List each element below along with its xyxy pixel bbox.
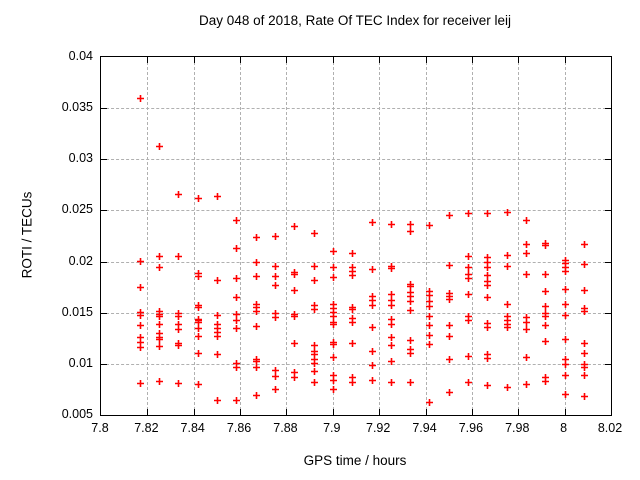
x-tick-mark [332,409,334,415]
y-tick-mark [101,261,107,263]
x-gridline [240,57,242,415]
y-tick-label: 0.005 [61,407,93,421]
y-gridline [101,363,611,365]
y-tick-mark [101,210,107,212]
y-gridline [101,261,611,263]
y-gridline [101,210,611,212]
x-tick-mark [471,409,473,415]
x-tick-label: 7.96 [458,421,484,435]
x-tick-mark [471,57,473,63]
x-tick-label: 7.9 [323,421,341,435]
y-tick-mark [101,108,107,110]
x-tick-label: 7.88 [273,421,298,435]
x-tick-mark [425,409,427,415]
x-gridline [564,57,566,415]
x-tick-label: 7.8 [91,421,109,435]
y-tick-mark [101,312,107,314]
x-tick-label: 8 [560,421,568,435]
y-tick-label: 0.04 [68,49,93,63]
y-tick-mark [605,108,611,110]
x-gridline [193,57,195,415]
x-tick-label: 7.86 [226,421,252,435]
x-gridline [286,57,288,415]
x-gridline [425,57,427,415]
x-gridline [379,57,381,415]
x-tick-label: 7.82 [134,421,159,435]
x-tick-mark [332,57,334,63]
y-gridline [101,312,611,314]
x-tick-mark [518,57,520,63]
chart-title: Day 048 of 2018, Rate Of TEC Index for r… [199,13,511,28]
y-tick-mark [101,159,107,161]
x-tick-mark [379,57,381,63]
x-tick-mark [240,409,242,415]
x-tick-mark [564,409,566,415]
y-tick-mark [605,261,611,263]
y-gridline [101,108,611,110]
y-tick-mark [605,159,611,161]
x-tick-mark [193,409,195,415]
x-tick-mark [379,409,381,415]
x-tick-mark [147,57,149,63]
y-tick-label: 0.03 [68,151,93,166]
x-tick-mark [286,57,288,63]
y-tick-label: 0.01 [68,355,93,370]
x-gridline [147,57,149,415]
x-gridline [471,57,473,415]
x-tick-mark [147,409,149,415]
x-tick-label: 7.94 [412,421,437,435]
x-tick-mark [564,57,566,63]
x-tick-label: 7.92 [366,421,391,435]
y-tick-mark [101,363,107,365]
x-tick-label: 8.02 [597,421,623,435]
y-tick-label: 0.015 [61,304,93,319]
y-tick-mark [605,210,611,212]
x-gridline [518,57,520,415]
x-tick-mark [425,57,427,63]
x-tick-mark [518,409,520,415]
data-point-marker [137,95,588,406]
y-tick-label: 0.035 [61,100,93,115]
scatter-points-layer [137,95,588,406]
x-tick-mark [286,409,288,415]
x-tick-mark [193,57,195,63]
x-tick-label: 7.98 [505,421,530,435]
x-axis-label: GPS time / hours [303,453,407,468]
y-tick-mark [605,363,611,365]
y-tick-label: 0.02 [68,253,93,268]
x-tick-label: 7.84 [180,421,205,435]
y-tick-label: 0.025 [61,202,93,217]
plot-area [100,56,612,416]
y-gridline [101,159,611,161]
y-tick-mark [605,312,611,314]
x-gridline [332,57,334,415]
x-tick-mark [240,57,242,63]
